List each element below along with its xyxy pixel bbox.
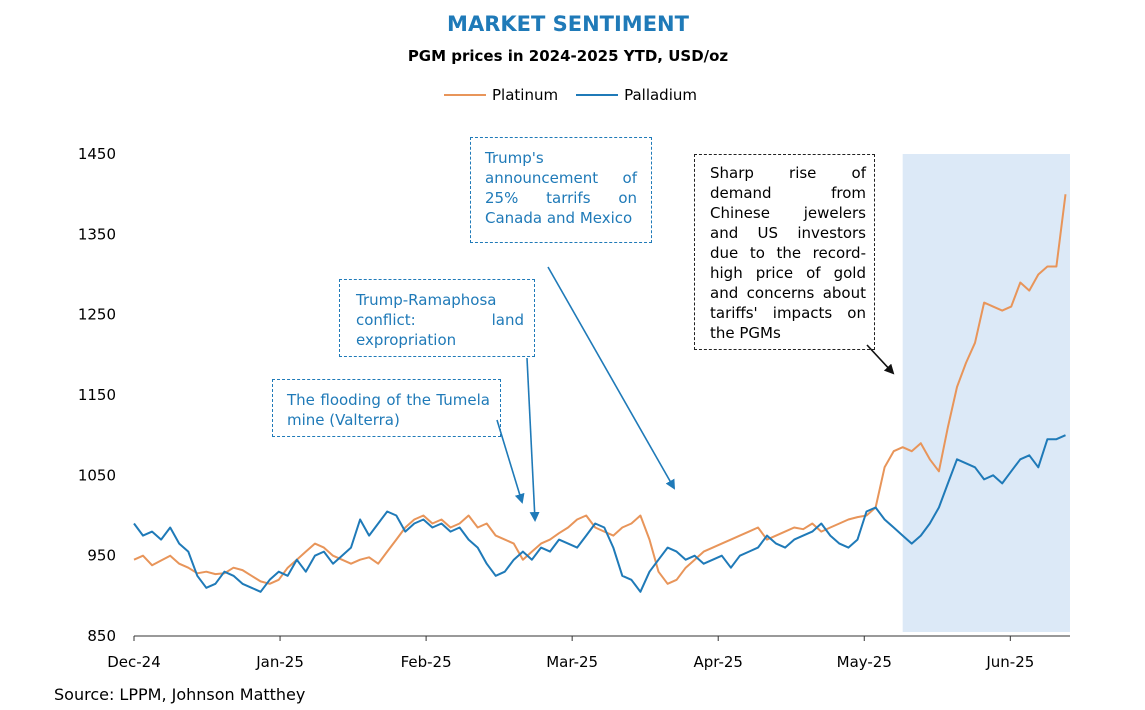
legend-item-palladium: Palladium <box>576 86 697 104</box>
annotation-demand-text: Sharp rise of demand from Chinese jewele… <box>710 164 866 342</box>
y-tick-label: 1050 <box>78 466 116 484</box>
annotation-tumela-text: The flooding of the Tumela mine (Valterr… <box>287 391 490 429</box>
y-tick-label: 1350 <box>78 225 116 243</box>
chart-title: MARKET SENTIMENT <box>447 12 689 36</box>
annotation-demand: Sharp rise of demand from Chinese jewele… <box>694 154 875 350</box>
x-tick-label: May-25 <box>837 653 892 671</box>
annotation-arrow-tariffs <box>547 266 675 490</box>
x-tick-label: Feb-25 <box>401 653 452 671</box>
series-line-palladium <box>133 434 1066 593</box>
y-tick-label: 1150 <box>78 386 116 404</box>
y-tick-label: 1450 <box>78 145 116 163</box>
annotation-tumela: The flooding of the Tumela mine (Valterr… <box>272 379 501 437</box>
annotation-ramaphosa-text: Trump-Ramaphosa conflict: land expropria… <box>356 291 524 349</box>
legend-swatch-palladium <box>576 94 619 96</box>
annotation-arrow-ramaphosa <box>526 357 540 522</box>
y-tick-label: 850 <box>87 627 116 645</box>
legend-label-platinum: Platinum <box>492 86 559 104</box>
legend-item-platinum: Platinum <box>444 86 558 104</box>
legend-label-palladium: Palladium <box>624 86 697 104</box>
annotation-tariffs: Trump's announcement of 25% tarrifs on C… <box>470 137 652 243</box>
series-line-platinum <box>133 194 1067 585</box>
chart-legend: Platinum Palladium <box>444 86 715 104</box>
x-tick-label: Mar-25 <box>546 653 598 671</box>
x-tick-label: Dec-24 <box>107 653 161 671</box>
annotation-tariffs-text: Trump's announcement of 25% tarrifs on C… <box>485 149 637 227</box>
chart-subtitle: PGM prices in 2024-2025 YTD, USD/oz <box>407 47 729 65</box>
legend-swatch-platinum <box>444 94 486 96</box>
annotation-ramaphosa: Trump-Ramaphosa conflict: land expropria… <box>339 279 535 357</box>
y-tick-label: 950 <box>87 547 116 565</box>
chart-source: Source: LPPM, Johnson Matthey <box>54 685 306 704</box>
x-tick-label: Jan-25 <box>255 653 304 671</box>
x-tick-label: Jun-25 <box>985 653 1034 671</box>
annotation-arrow-tumela <box>496 419 525 504</box>
highlight-region <box>902 154 1070 632</box>
y-tick-label: 1250 <box>78 306 116 324</box>
x-tick-label: Apr-25 <box>693 653 743 671</box>
